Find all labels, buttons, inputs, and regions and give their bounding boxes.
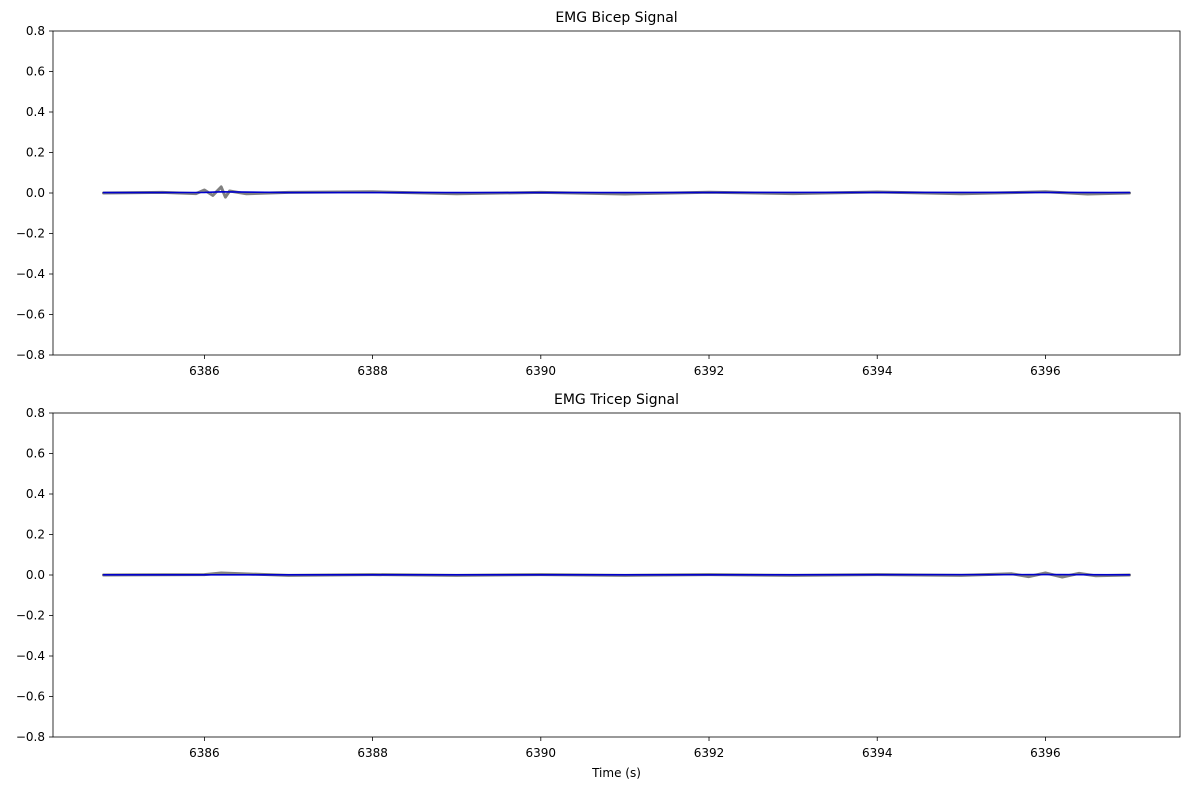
x-tick-label: 6396	[1030, 746, 1061, 760]
series-line-1	[102, 191, 1131, 194]
y-tick-label: −0.2	[16, 227, 45, 241]
y-tick-label: 0.8	[26, 406, 45, 420]
y-tick-label: −0.4	[16, 649, 45, 663]
x-tick-label: 6386	[189, 364, 220, 378]
bicep-signal-subplot: 0.8 0.6 0.4 0.2 0.0 −0.2 −0.4 −0.6 −0.8 6386 6388 6…	[16, 10, 1181, 378]
x-tick-label: 6396	[1030, 364, 1061, 378]
y-tick-label: 0.8	[26, 24, 45, 38]
y-tick-label: −0.8	[16, 730, 45, 744]
y-tick-label: 0.0	[26, 186, 45, 200]
x-tick-label: 6388	[357, 364, 388, 378]
y-tick-label: −0.4	[16, 267, 45, 281]
x-tick-label: 6390	[526, 364, 557, 378]
x-tick-label: 6394	[862, 364, 893, 378]
tricep-signal-subplot: 0.8 0.6 0.4 0.2 0.0 −0.2 −0.4 −0.6 −0.8 6386 6388 6…	[16, 392, 1181, 780]
chart-title: EMG Bicep Signal	[555, 10, 677, 26]
y-tick-label: 0.2	[26, 146, 45, 160]
x-tick-label: 6392	[694, 364, 725, 378]
chart-title: EMG Tricep Signal	[554, 392, 679, 408]
x-tick-label: 6388	[357, 746, 388, 760]
x-axis-label: Time (s)	[591, 766, 641, 780]
y-tick-label: 0.6	[26, 65, 45, 79]
y-tick-label: 0.2	[26, 528, 45, 542]
y-tick-label: 0.4	[26, 487, 45, 501]
x-tick-label: 6394	[862, 746, 893, 760]
y-tick-label: −0.6	[16, 308, 45, 322]
y-tick-label: 0.6	[26, 447, 45, 461]
y-tick-label: −0.2	[16, 609, 45, 623]
x-tick-label: 6386	[189, 746, 220, 760]
y-tick-label: −0.8	[16, 348, 45, 362]
x-tick-label: 6392	[694, 746, 725, 760]
y-tick-label: 0.0	[26, 568, 45, 582]
x-tick-label: 6390	[526, 746, 557, 760]
y-tick-label: 0.4	[26, 105, 45, 119]
y-tick-label: −0.6	[16, 690, 45, 704]
